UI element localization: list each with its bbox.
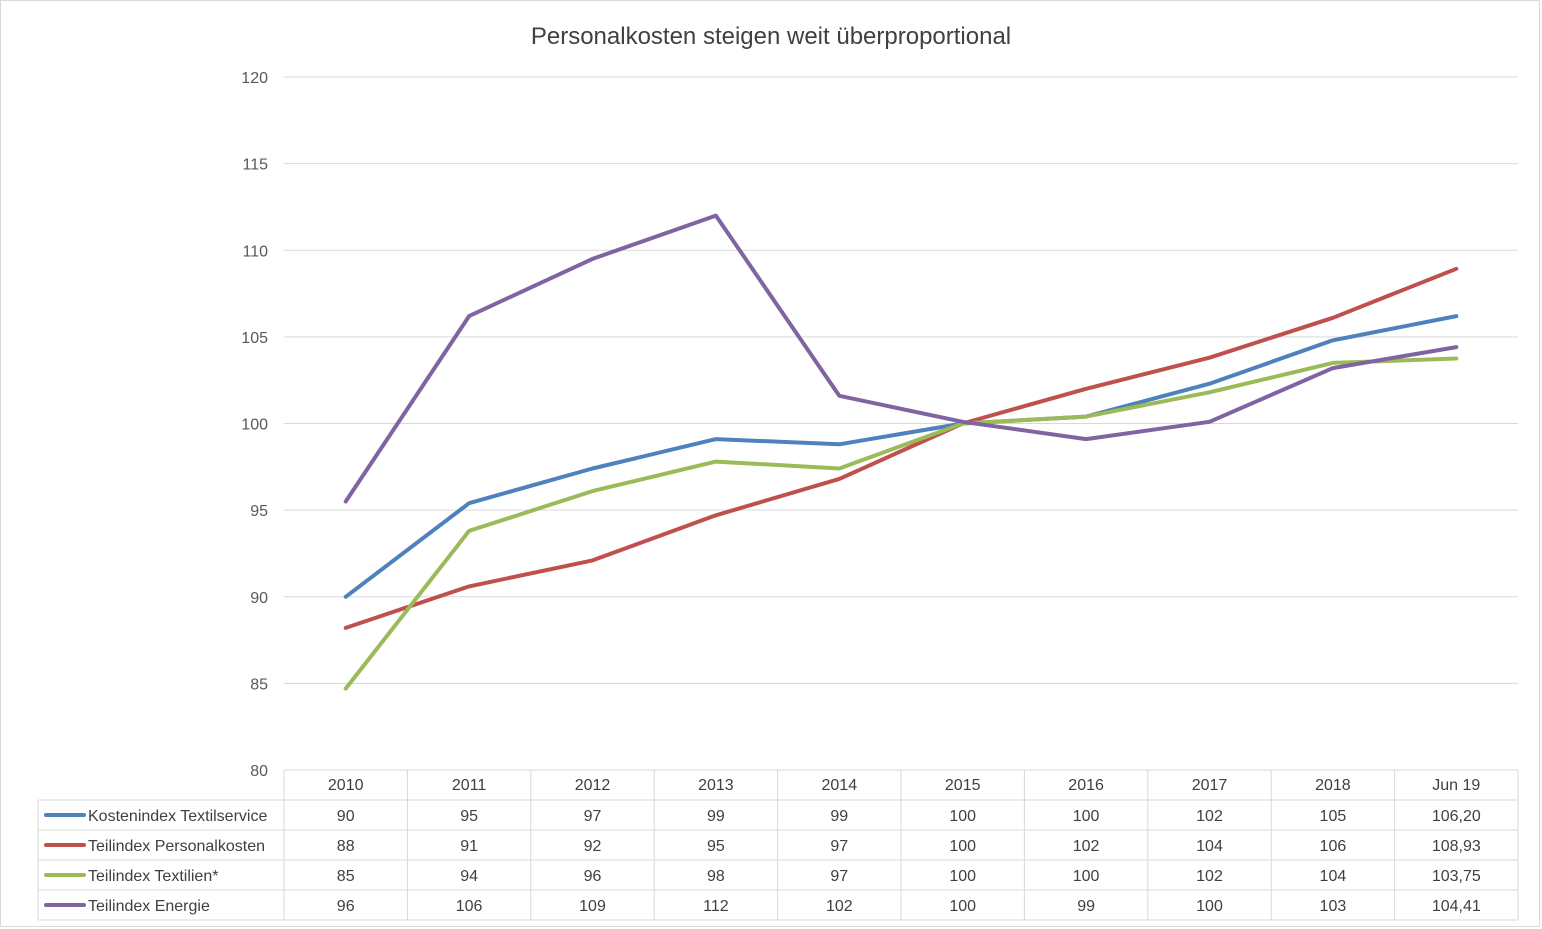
data-label: 112	[703, 898, 729, 915]
data-label: 99	[1077, 898, 1095, 915]
data-label: 100	[949, 898, 976, 915]
series-lines	[343, 213, 1459, 691]
data-label: 96	[584, 868, 602, 885]
category-label: 2014	[822, 777, 858, 794]
data-label: 105	[1320, 808, 1347, 825]
category-label: 2018	[1315, 777, 1351, 794]
data-label: 88	[337, 838, 355, 855]
category-label: 2010	[328, 777, 364, 794]
y-tick-label-85: 85	[250, 676, 268, 693]
data-label: 100	[949, 868, 976, 885]
data-label: 102	[826, 898, 853, 915]
series-name: Teilindex Personalkosten	[88, 838, 265, 855]
category-label: 2017	[1192, 777, 1228, 794]
y-tick-label-110: 110	[242, 243, 268, 260]
category-label: 2016	[1068, 777, 1104, 794]
data-label: 92	[584, 838, 602, 855]
chart-title: Personalkosten steigen weit überproporti…	[531, 23, 1011, 50]
data-label: 100	[1073, 868, 1100, 885]
data-label: 102	[1196, 868, 1223, 885]
data-label: 95	[707, 838, 725, 855]
data-label: 108,93	[1432, 838, 1481, 855]
series-line-4	[343, 213, 1459, 504]
data-label: 100	[1196, 898, 1223, 915]
data-label: 97	[584, 808, 602, 825]
data-label: 95	[460, 808, 478, 825]
category-label: 2015	[945, 777, 981, 794]
category-label: 2013	[698, 777, 734, 794]
y-tick-label-120: 120	[241, 70, 268, 87]
data-label: 103	[1320, 898, 1347, 915]
data-label: 98	[707, 868, 725, 885]
y-tick-label-100: 100	[241, 417, 268, 434]
data-label: 100	[1073, 808, 1100, 825]
data-label: 94	[460, 868, 478, 885]
data-label: 106	[1320, 838, 1347, 855]
y-tick-label-105: 105	[241, 330, 268, 347]
category-label: 2011	[452, 777, 487, 794]
data-label: 106	[456, 898, 483, 915]
series-line-3	[343, 356, 1459, 691]
y-tick-label-90: 90	[250, 590, 268, 607]
data-label: 91	[460, 838, 478, 855]
series-name: Teilindex Textilien*	[88, 868, 218, 885]
y-tick-label-95: 95	[250, 503, 268, 520]
y-axis-tick-labels: 80 85 90 95 100 105 110 115 120	[241, 70, 268, 780]
data-label: 103,75	[1432, 868, 1481, 885]
data-label: 104	[1320, 868, 1347, 885]
data-label: 104,41	[1432, 898, 1481, 915]
series-line-2	[343, 266, 1459, 630]
y-tick-label-115: 115	[242, 157, 268, 174]
data-label: 102	[1073, 838, 1100, 855]
series-name: Kostenindex Textilservice	[88, 808, 267, 825]
series-name: Teilindex Energie	[88, 898, 210, 915]
data-label: 97	[830, 868, 848, 885]
data-label: 102	[1196, 808, 1223, 825]
data-label: 97	[830, 838, 848, 855]
data-label: 106,20	[1432, 808, 1481, 825]
data-label: 96	[337, 898, 355, 915]
data-table: 2010 2011 2012 2013 2014 2015 2016 2017 2018 Jun …	[37, 769, 1519, 921]
series-line-1	[343, 314, 1459, 599]
data-label: 109	[579, 898, 606, 915]
y-tick-label-80: 80	[250, 763, 268, 780]
data-label: 100	[949, 838, 976, 855]
gridlines	[284, 76, 1518, 684]
data-label: 104	[1196, 838, 1223, 855]
data-label: 99	[830, 808, 848, 825]
data-label: 100	[949, 808, 976, 825]
data-label: 85	[337, 868, 355, 885]
data-label: 99	[707, 808, 725, 825]
category-label: Jun 19	[1432, 777, 1480, 794]
category-label: 2012	[575, 777, 611, 794]
data-label: 90	[337, 808, 355, 825]
